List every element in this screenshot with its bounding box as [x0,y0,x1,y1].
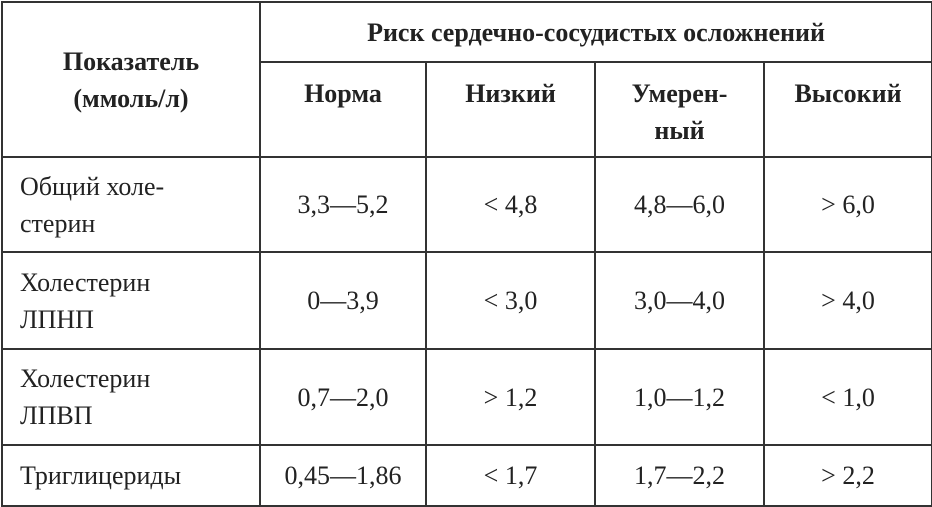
value-cell: 1,7—2,2 [594,444,765,507]
row-label: Триглицериды [1,444,261,507]
data-row: Триглицериды 0,45—1,86 < 1,7 1,7—2,2 > 2,2 [1,444,932,507]
value-cell: < 1,0 [762,348,932,446]
header-row: Показатель (ммоль/л) Риск сердечно-сосуд… [1,1,932,158]
value-cell: 3,3—5,2 [259,156,427,253]
value-cell: < 1,7 [425,444,596,507]
data-row: Холестерин ЛПНП 0—3,9 < 3,0 3,0—4,0 > 4,0 [1,251,932,350]
value-cell: > 4,0 [762,251,932,350]
value-cell: 0—3,9 [259,251,427,350]
indicator-header: Показатель (ммоль/л) [1,1,261,158]
level-row: Норма Низкий Умерен- ный Высокий [2,61,932,158]
risk-header: Риск сердечно-сосудистых осложнений [258,1,932,63]
value-cell: 0,7—2,0 [259,348,427,446]
value-cell: > 1,2 [425,348,596,446]
level-header: Низкий [425,61,596,158]
level-header: Высокий [762,61,932,158]
row-label: Холестерин ЛПВП [1,348,261,446]
value-cell: 0,45—1,86 [259,444,427,507]
data-row: Холестерин ЛПВП 0,7—2,0 > 1,2 1,0—1,2 < 1,0 [1,348,932,446]
value-cell: < 4,8 [425,156,596,253]
row-label: Общий холе- стерин [1,156,261,253]
value-cell: < 3,0 [425,251,596,350]
level-header: Умерен- ный [594,61,765,158]
value-cell: 4,8—6,0 [594,156,765,253]
value-cell: 1,0—1,2 [594,348,765,446]
row-label: Холестерин ЛПНП [1,251,261,350]
level-header: Норма [259,61,427,158]
value-cell: > 6,0 [762,156,932,253]
value-cell: 3,0—4,0 [594,251,765,350]
value-cell: > 2,2 [762,444,932,507]
data-row: Общий холе- стерин 3,3—5,2 < 4,8 4,8—6,0 > 6… [1,156,932,253]
